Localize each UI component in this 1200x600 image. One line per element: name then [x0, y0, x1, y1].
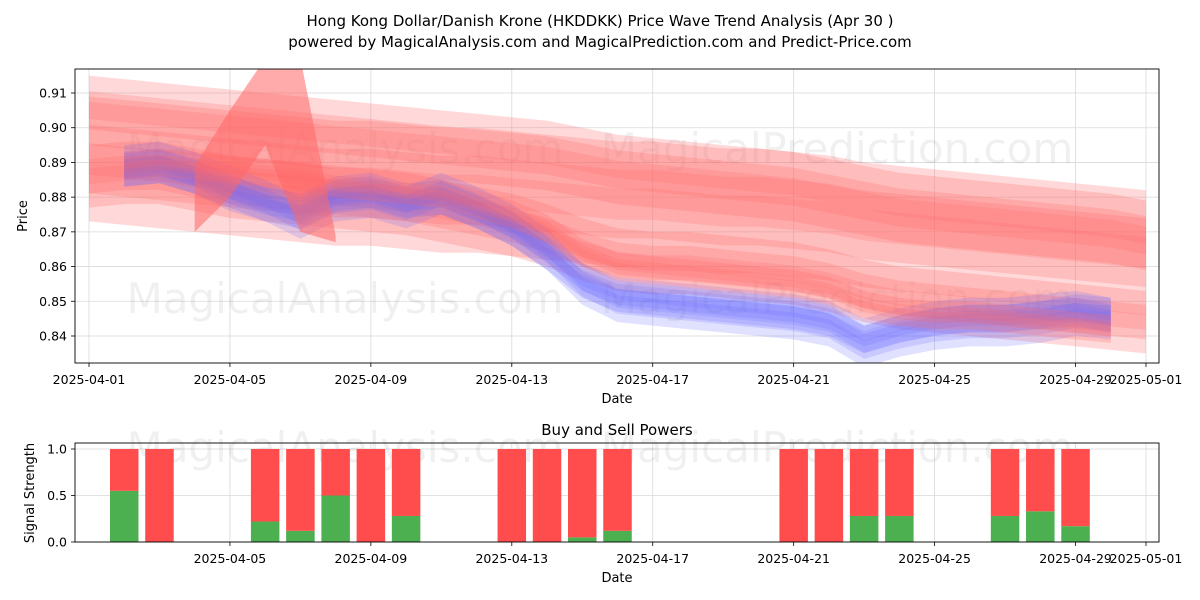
price-y-tick-label: 0.89: [39, 155, 67, 170]
signal-plot-frame: [74, 442, 1160, 543]
buy-power-bar: [250, 521, 280, 542]
signal-x-tick-label: 2025-04-09: [335, 551, 408, 566]
sell-power-bar: [1026, 449, 1055, 512]
blue-wave-band: [124, 141, 1111, 363]
price-grid: [75, 69, 1159, 363]
price-y-tick-label: 0.84: [39, 329, 67, 344]
sell-power-bar: [356, 449, 386, 542]
sell-power-bar: [145, 449, 174, 542]
signal-y-axis-label: Signal Strength: [23, 443, 38, 543]
price-y-axis-label: Price: [16, 200, 31, 232]
sell-power-bar: [1061, 449, 1090, 527]
price-x-tick-label: 2025-04-01: [53, 372, 126, 387]
buy-power-bar: [1026, 511, 1055, 542]
blue-wave-band: [124, 148, 1111, 354]
signal-panel: Buy and Sell Powers MagicalAnalysis.com M…: [23, 421, 1182, 586]
signal-y-tick-label: 1.0: [47, 442, 67, 457]
price-watermarks: MagicalAnalysis.com MagicalPrediction.com…: [127, 124, 1074, 323]
buy-power-bar: [990, 515, 1020, 542]
red-wave-band: [89, 96, 1146, 316]
sell-power-bar: [286, 449, 315, 531]
watermark-text: MagicalPrediction.com: [601, 124, 1074, 173]
chart-title-line2: powered by MagicalAnalysis.com and Magic…: [288, 33, 912, 51]
signal-x-ticks: 2025-04-05 2025-04-09 2025-04-13 2025-04-17…: [194, 542, 1183, 566]
price-x-axis-label: Date: [601, 392, 632, 407]
signal-y-tick-label: 0.0: [47, 535, 67, 550]
buy-power-bar: [321, 495, 350, 542]
buy-power-bar: [391, 515, 421, 542]
sell-power-bar: [532, 449, 562, 542]
sell-power-bar: [250, 449, 280, 522]
sell-power-bar: [885, 449, 914, 516]
signal-x-tick-label: 2025-04-25: [898, 551, 971, 566]
sell-power-bar: [779, 449, 808, 542]
blue-wave-band: [124, 149, 1111, 359]
red-wave-band: [89, 165, 1146, 330]
price-wave-bands: [89, 69, 1146, 363]
red-wave-band: [89, 101, 1146, 244]
price-x-tick-label: 2025-04-29: [1039, 372, 1112, 387]
sell-power-bar: [568, 449, 597, 538]
price-x-tick-label: 2025-04-25: [898, 372, 971, 387]
buy-power-bar: [1061, 526, 1090, 542]
signal-title: Buy and Sell Powers: [541, 421, 693, 439]
red-wave-band: [89, 141, 1146, 354]
signal-x-tick-label: 2025-04-13: [475, 551, 548, 566]
price-y-tick-label: 0.90: [39, 120, 67, 135]
price-x-tick-label: 2025-05-01: [1110, 372, 1183, 387]
buy-power-bar: [109, 490, 139, 542]
red-wave-band: [89, 124, 1146, 288]
watermark-text: MagicalAnalysis.com: [127, 274, 564, 323]
signal-x-tick-label: 2025-04-17: [616, 551, 689, 566]
red-wave-spike: [194, 69, 336, 243]
price-x-tick-label: 2025-04-17: [616, 372, 689, 387]
price-y-tick-label: 0.91: [39, 86, 67, 101]
sell-power-bar: [814, 449, 844, 542]
buy-power-bar: [286, 530, 315, 542]
signal-bars: [109, 449, 1090, 542]
signal-x-tick-label: 2025-04-29: [1039, 551, 1112, 566]
signal-y-ticks: 0.0 0.5 1.0: [47, 442, 75, 550]
red-wave-band: [89, 143, 1146, 269]
red-wave-band: [89, 155, 1146, 340]
sell-power-bar: [990, 449, 1020, 516]
buy-power-bar: [885, 515, 914, 542]
price-y-tick-label: 0.88: [39, 190, 67, 205]
signal-x-axis-label: Date: [601, 571, 632, 586]
sell-power-bar: [321, 449, 350, 496]
red-wave-band: [89, 91, 1146, 255]
price-y-tick-label: 0.87: [39, 224, 67, 239]
price-y-tick-label: 0.86: [39, 259, 67, 274]
signal-x-tick-label: 2025-04-21: [757, 551, 830, 566]
watermark-text: MagicalPrediction.com: [601, 274, 1074, 323]
signal-x-tick-label: 2025-05-01: [1110, 551, 1183, 566]
price-panel: MagicalAnalysis.com MagicalPrediction.com…: [16, 68, 1183, 407]
sell-power-bar: [603, 449, 632, 531]
red-wave-band: [124, 148, 1111, 343]
sell-power-bar: [391, 449, 421, 516]
price-plot-frame: [74, 68, 1160, 364]
price-x-tick-label: 2025-04-21: [757, 372, 830, 387]
price-y-tick-label: 0.85: [39, 294, 67, 309]
red-wave-band: [89, 75, 1146, 270]
chart-title-line1: Hong Kong Dollar/Danish Krone (HKDDKK) P…: [307, 12, 894, 30]
buy-power-bar: [568, 537, 597, 542]
price-y-ticks: 0.84 0.85 0.86 0.87 0.88 0.89 0.90 0.91: [39, 86, 75, 344]
signal-x-tick-label: 2025-04-05: [194, 551, 267, 566]
buy-power-bar: [603, 530, 632, 542]
price-x-ticks: 2025-04-01 2025-04-05 2025-04-09 2025-04-13…: [53, 363, 1183, 387]
price-x-tick-label: 2025-04-13: [475, 372, 548, 387]
signal-y-tick-label: 0.5: [47, 488, 67, 503]
price-x-tick-label: 2025-04-05: [194, 372, 267, 387]
buy-power-bar: [849, 515, 879, 542]
sell-power-bar: [849, 449, 879, 516]
sell-power-bar: [109, 449, 139, 491]
price-x-tick-label: 2025-04-09: [335, 372, 408, 387]
sell-power-bar: [497, 449, 527, 542]
